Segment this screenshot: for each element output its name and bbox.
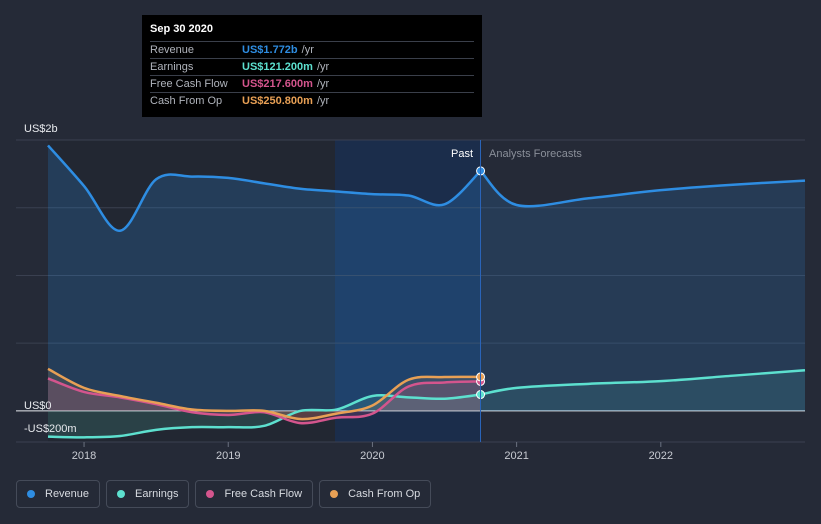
- tooltip-unit: /yr: [301, 44, 314, 56]
- tooltip-row-earnings: Earnings US$121.200m /yr: [150, 58, 474, 75]
- legend-earnings-button[interactable]: Earnings: [106, 480, 190, 508]
- cash-from-op-line: [47, 367, 481, 421]
- x-tick-label: 2018: [72, 450, 96, 462]
- tooltip-unit: /yr: [316, 95, 330, 107]
- revenue-forecast-area: [480, 170, 805, 411]
- legend-label: Earnings: [135, 488, 179, 500]
- legend-dot-icon: [206, 490, 215, 498]
- area-fills: [48, 145, 805, 438]
- x-tick-label: 2020: [360, 450, 384, 462]
- past-region-shade: [335, 140, 481, 442]
- revenue-forecast-line: [479, 169, 806, 208]
- tooltip-label: Revenue: [150, 44, 195, 56]
- free-cash-flow-area: [48, 378, 481, 424]
- earnings-line: [47, 393, 481, 439]
- tooltip-unit: /yr: [316, 61, 330, 73]
- legend-fcf-button[interactable]: Free Cash Flow: [195, 480, 314, 508]
- x-tick-label: 2021: [504, 450, 528, 462]
- past-label: Past: [451, 148, 473, 160]
- legend-dot-icon: [27, 490, 35, 498]
- y-label-neg: -US$200m: [24, 423, 77, 435]
- tooltip-value: US$1.772b: [242, 44, 298, 56]
- tooltip-value: US$217.600m: [242, 78, 313, 90]
- earnings-forecast-line: [480, 369, 806, 396]
- legend-revenue-button[interactable]: Revenue: [16, 480, 101, 508]
- forecast-label: Analysts Forecasts: [489, 148, 582, 160]
- legend-dot-icon: [117, 490, 126, 498]
- tooltip-row-fcf: Free Cash Flow US$217.600m /yr: [150, 75, 474, 92]
- free-cash-flow-line: [47, 377, 481, 425]
- tooltip-label: Cash From Op: [150, 95, 223, 107]
- earnings-forecast-area: [480, 370, 805, 411]
- x-axis-ticks: 2018 2019 2020 2021 2022: [72, 442, 673, 462]
- y-label-top: US$2b: [24, 123, 58, 135]
- tooltip-date: Sep 30 2020: [150, 23, 213, 35]
- x-tick-label: 2022: [649, 450, 673, 462]
- revenue-area: [48, 145, 481, 411]
- tooltip-value: US$250.800m: [242, 95, 313, 107]
- legend-label: Revenue: [45, 488, 90, 500]
- legend-cfo-button[interactable]: Cash From Op: [319, 480, 432, 508]
- tooltip-row-revenue: Revenue US$1.772b /yr: [150, 41, 474, 58]
- x-tick-label: 2019: [216, 450, 240, 462]
- legend-label: Cash From Op: [348, 488, 421, 500]
- tooltip-label: Free Cash Flow: [150, 78, 228, 90]
- series-lines: [47, 144, 806, 439]
- legend: Revenue Earnings Free Cash Flow Cash Fro…: [16, 480, 432, 508]
- legend-label: Free Cash Flow: [224, 488, 303, 500]
- tooltip-label: Earnings: [150, 61, 194, 73]
- tooltip: Sep 30 2020 Revenue US$1.772b /yr Earnin…: [142, 15, 482, 117]
- tooltip-value: US$121.200m: [242, 61, 313, 73]
- legend-dot-icon: [330, 490, 339, 498]
- revenue-line: [47, 144, 482, 233]
- tooltip-row-cfo: Cash From Op US$250.800m /yr: [150, 92, 474, 109]
- tooltip-unit: /yr: [316, 78, 330, 90]
- grid-lines: [16, 139, 805, 443]
- y-label-zero: US$0: [24, 400, 52, 412]
